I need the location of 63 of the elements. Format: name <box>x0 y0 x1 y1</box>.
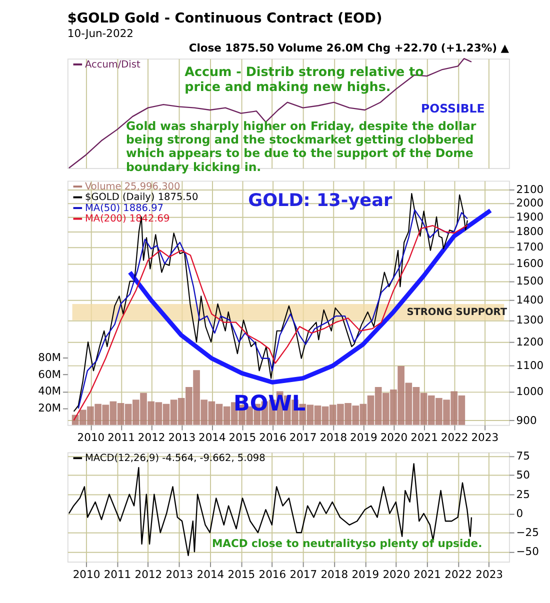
y-tick-label: 2100 <box>516 183 544 196</box>
x-tick-label: 2023 <box>471 431 499 444</box>
y-tick-label: 1400 <box>516 293 544 306</box>
x-tick-label: 2022 <box>444 568 472 581</box>
y-tick-label: 1200 <box>516 335 544 348</box>
x-tick-label: 2019 <box>352 568 380 581</box>
x-tick-label: 2018 <box>320 431 348 444</box>
y-tick-label: 1900 <box>516 210 544 224</box>
y-tick-label: 50 <box>516 468 530 482</box>
y-tick-label: −25 <box>516 526 539 540</box>
x-tick-label: 2011 <box>108 431 135 444</box>
y-tick-label: 1300 <box>516 314 544 327</box>
x-tick-label: 2015 <box>228 431 256 444</box>
chart-title: $GOLD Gold - Continuous Contract (EOD) <box>67 10 382 26</box>
x-tick-label: 2010 <box>72 568 100 581</box>
x-tick-label: 2013 <box>168 431 196 444</box>
x-tick-label: 2023 <box>476 568 503 581</box>
y-tick-label: 1800 <box>516 225 544 238</box>
y-tick-label: 1500 <box>516 274 544 288</box>
y-tick-label: 25 <box>516 488 530 501</box>
x-tick-label: 2022 <box>440 431 468 444</box>
y-tick-label: 900 <box>516 414 537 427</box>
x-tick-label: 2012 <box>138 431 166 444</box>
x-tick-label: 2021 <box>410 431 438 444</box>
text: Close 1875.50 Volume 26.0M Chg +22.70 (+1.23%) ▲ <box>188 42 510 55</box>
legend-label: Accum/Dist <box>84 59 140 70</box>
x-tick-label: 2017 <box>290 568 318 581</box>
y-tick-label: 0 <box>516 506 524 520</box>
y-tick-label: 1600 <box>516 257 544 270</box>
y2-tick-label: 40M <box>38 384 62 398</box>
annotation: POSSIBLE <box>421 101 485 116</box>
y-tick-label: −50 <box>516 545 540 558</box>
x-tick-label: 2016 <box>258 568 286 581</box>
x-tick-label: 2011 <box>104 568 132 581</box>
annotation: MACD close to neutralityso plenty of upside. <box>212 537 482 550</box>
legend-label: $GOLD (Daily) 1875.50 <box>84 192 198 204</box>
y2-tick-label: 80M <box>38 350 62 364</box>
chart-subtitle: 10-Jun-2022 <box>67 27 134 40</box>
y-tick-label: 2000 <box>516 196 544 210</box>
annotation: Gold was sharply higher on Friday, despite the dollar being strong and the stockmarket getting clobbered which appears to be due to the support of the Dome boundary kicking in. <box>126 118 476 174</box>
x-tick-label: 2019 <box>350 431 378 444</box>
y-tick-label: 1000 <box>516 385 544 398</box>
legend-label: MACD(12,26,9) -4.564, -9.662, 5.098 <box>84 453 266 464</box>
x-tick-label: 2017 <box>289 431 317 444</box>
y2-tick-label: 20M <box>38 401 62 414</box>
legend-label: MA(50) 1886.97 <box>84 202 164 214</box>
x-tick-label: 2020 <box>380 431 408 444</box>
x-tick-label: 2012 <box>134 568 162 581</box>
y-tick-label: 1100 <box>516 359 544 372</box>
x-tick-label: 2014 <box>196 568 224 581</box>
annotation: GOLD: 13-year <box>248 191 392 212</box>
y-tick-label: 1700 <box>516 240 544 254</box>
x-tick-label: 2010 <box>77 431 105 444</box>
x-tick-label: 2013 <box>166 568 194 581</box>
y2-tick-label: 60M <box>38 368 62 381</box>
x-tick-label: 2014 <box>198 431 226 444</box>
y-tick-label: 75 <box>516 450 530 463</box>
band-label: STRONG SUPPORT <box>406 307 508 318</box>
x-tick-label: 2020 <box>382 568 410 581</box>
x-tick-label: 2018 <box>320 568 348 581</box>
x-tick-label: 2015 <box>228 568 256 581</box>
x-tick-label: 2016 <box>259 431 287 444</box>
x-tick-label: 2021 <box>414 568 442 581</box>
